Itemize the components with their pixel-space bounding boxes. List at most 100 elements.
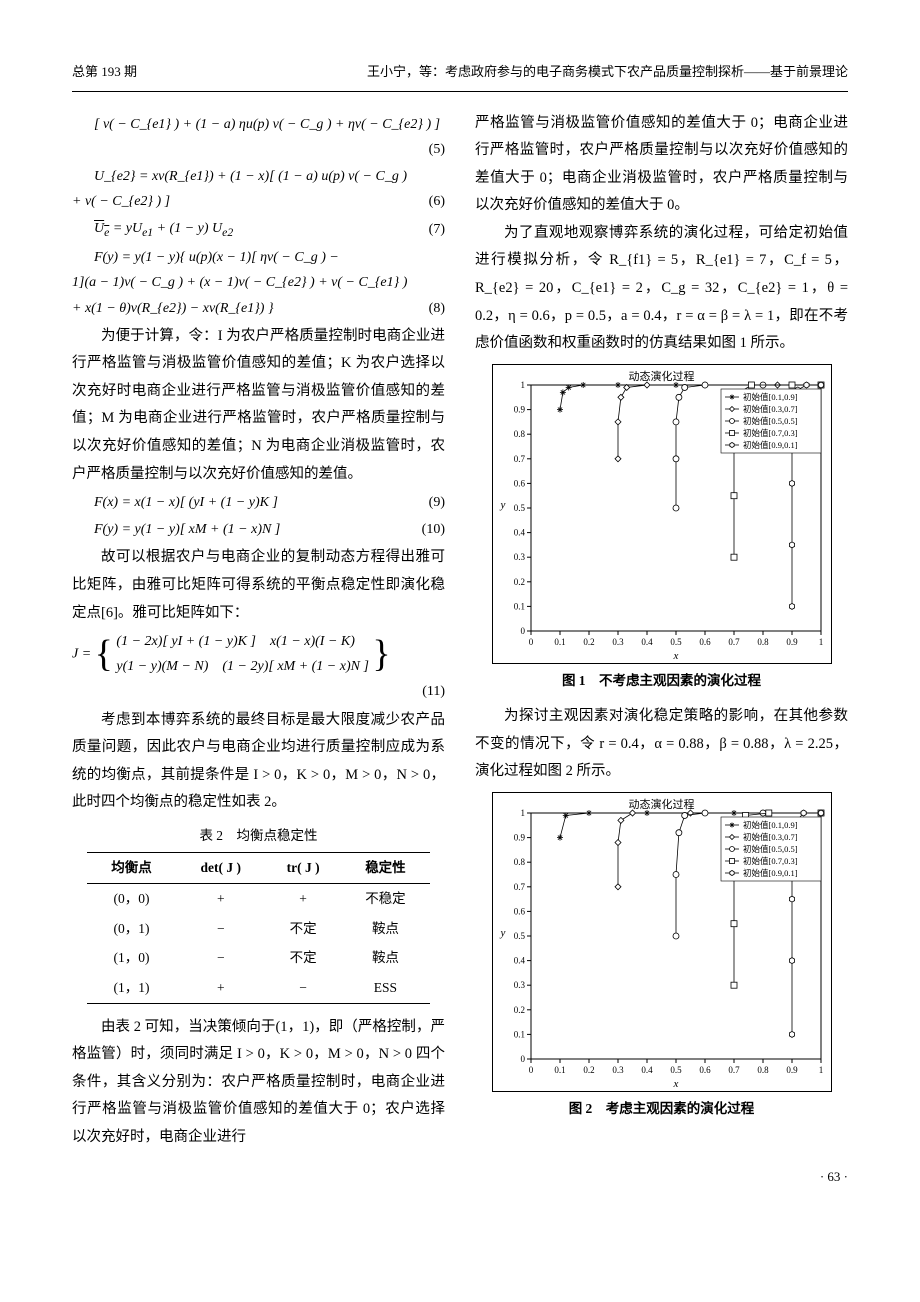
svg-text:1: 1 (818, 1065, 823, 1075)
svg-text:0: 0 (520, 626, 525, 636)
svg-text:0.9: 0.9 (513, 404, 525, 414)
svg-text:0.3: 0.3 (612, 1065, 624, 1075)
eq6-number: (6) (421, 189, 445, 214)
equation-5: [ v( − C_{e1} ) + (1 − a) ηu(p) v( − C_g… (72, 112, 445, 162)
eq8-line3: + x(1 − θ)v(R_{e2}) − xv(R_{e1}) } (72, 296, 274, 321)
eq7-body: Ue = yUe1 + (1 − y) Ue2 (94, 221, 233, 236)
svg-text:0.3: 0.3 (513, 552, 525, 562)
svg-text:0.5: 0.5 (670, 1065, 682, 1075)
fig2-title: 动态演化过程 (493, 795, 831, 816)
paragraph-5: 严格监管与消极监管价值感知的差值大于 0；电商企业进行严格监管时，农户严格质量控… (475, 110, 848, 220)
table-cell: ESS (341, 973, 430, 1003)
svg-text:0.2: 0.2 (583, 637, 594, 647)
svg-text:0.3: 0.3 (612, 637, 624, 647)
table-row: (1，0)−不定鞍点 (87, 943, 430, 973)
paragraph-1: 为便于计算，令：I 为农户严格质量控制时电商企业进行严格监管与消极监管价值感知的… (72, 323, 445, 488)
th-0: 均衡点 (87, 853, 176, 884)
table-cell: (0，1) (87, 914, 176, 944)
th-3: 稳定性 (341, 853, 430, 884)
eq10-body: F(y) = y(1 − y)[ xM + (1 − x)N ] (94, 522, 280, 537)
svg-text:0.7: 0.7 (728, 637, 740, 647)
equation-7: Ue = yUe1 + (1 − y) Ue2 (7) (72, 216, 445, 243)
table-cell: − (176, 943, 265, 973)
svg-text:0.2: 0.2 (583, 1065, 594, 1075)
eq8-line2: 1](a − 1)v( − C_g ) + (x − 1)v( − C_{e2}… (72, 270, 407, 295)
svg-text:初始值[0.1,0.9]: 初始值[0.1,0.9] (743, 820, 798, 830)
eq6-line1: U_{e2} = xv(R_{e1}) + (1 − x)[ (1 − a) u… (94, 169, 407, 184)
fig2-caption: 图 2 考虑主观因素的演化过程 (475, 1096, 848, 1122)
svg-text:0.7: 0.7 (513, 882, 525, 892)
svg-text:0: 0 (528, 637, 533, 647)
page-number: · 63 · (72, 1165, 848, 1190)
eq6-line2: + v( − C_{e2} ) ] (72, 189, 170, 214)
paragraph-4: 由表 2 可知，当决策倾向于(1，1)，即（严格控制，严格监管）时，须同时满足 … (72, 1014, 445, 1152)
eq7-number: (7) (421, 217, 445, 242)
fig2-svg: 00.10.20.30.40.50.60.70.80.9100.10.20.30… (493, 793, 833, 1093)
svg-text:0.9: 0.9 (786, 637, 798, 647)
svg-text:0.5: 0.5 (513, 503, 525, 513)
table-body: (0，0)++不稳定(0，1)−不定鞍点(1，0)−不定鞍点(1，1)+−ESS (87, 884, 430, 1004)
table-cell: 鞍点 (341, 943, 430, 973)
svg-text:y: y (499, 927, 505, 939)
svg-text:0.6: 0.6 (699, 637, 711, 647)
table-cell: (0，0) (87, 884, 176, 914)
svg-text:0.2: 0.2 (513, 1005, 524, 1015)
eq11-row2: y(1 − y)(M − N) (1 − 2y)[ xM + (1 − x)N … (116, 654, 369, 679)
table-cell: 不稳定 (341, 884, 430, 914)
eq5-body: [ v( − C_{e1} ) + (1 − a) ηu(p) v( − C_g… (94, 117, 440, 132)
svg-text:初始值[0.3,0.7]: 初始值[0.3,0.7] (743, 404, 798, 414)
table-header-row: 均衡点 det( J ) tr( J ) 稳定性 (87, 853, 430, 884)
equation-10: F(y) = y(1 − y)[ xM + (1 − x)N ] (10) (72, 517, 445, 542)
page-header: 总第 193 期 王小宁，等：考虑政府参与的电子商务模式下农产品质量控制探析——… (72, 60, 848, 92)
svg-text:0.9: 0.9 (513, 832, 525, 842)
svg-text:0.8: 0.8 (513, 857, 525, 867)
fig1-caption: 图 1 不考虑主观因素的演化过程 (475, 668, 848, 694)
table-row: (0，1)−不定鞍点 (87, 914, 430, 944)
svg-text:0.4: 0.4 (641, 1065, 653, 1075)
svg-text:0.7: 0.7 (513, 453, 525, 463)
eq10-number: (10) (414, 517, 445, 542)
table-cell: 不定 (265, 914, 340, 944)
svg-text:y: y (499, 499, 505, 511)
svg-text:1: 1 (818, 637, 823, 647)
left-column: [ v( − C_{e1} ) + (1 − a) ηu(p) v( − C_g… (72, 110, 445, 1152)
issue-number: 总第 193 期 (72, 60, 137, 85)
svg-text:0.4: 0.4 (513, 955, 525, 965)
eq5-number: (5) (421, 137, 445, 162)
svg-text:0.6: 0.6 (699, 1065, 711, 1075)
table-cell: (1，1) (87, 973, 176, 1003)
paragraph-7: 为探讨主观因素对演化稳定策略的影响，在其他参数不变的情况下，令 r = 0.4，… (475, 703, 848, 786)
svg-text:0.9: 0.9 (786, 1065, 798, 1075)
table-cell: − (176, 914, 265, 944)
table-cell: + (176, 973, 265, 1003)
svg-text:0.5: 0.5 (670, 637, 682, 647)
paragraph-6: 为了直观地观察博弈系统的演化过程，可给定初始值进行模拟分析，令 R_{f1} =… (475, 220, 848, 358)
equation-6: U_{e2} = xv(R_{e1}) + (1 − x)[ (1 − a) u… (72, 164, 445, 214)
eq11-prefix: J = (72, 647, 91, 662)
table-cell: (1，0) (87, 943, 176, 973)
figure-1: 动态演化过程 00.10.20.30.40.50.60.70.80.9100.1… (492, 364, 832, 664)
svg-text:初始值[0.9,0.1]: 初始值[0.9,0.1] (743, 440, 798, 450)
content-columns: [ v( − C_{e1} ) + (1 − a) ηu(p) v( − C_g… (72, 110, 848, 1152)
svg-text:初始值[0.7,0.3]: 初始值[0.7,0.3] (743, 856, 798, 866)
table-cell: + (176, 884, 265, 914)
table-cell: 不定 (265, 943, 340, 973)
eq9-number: (9) (421, 490, 445, 515)
table-row: (0，0)++不稳定 (87, 884, 430, 914)
right-column: 严格监管与消极监管价值感知的差值大于 0；电商企业进行严格监管时，农户严格质量控… (475, 110, 848, 1152)
table-row: (1，1)+−ESS (87, 973, 430, 1003)
svg-text:x: x (672, 1078, 678, 1090)
equation-8: F(y) = y(1 − y){ u(p)(x − 1)[ ηv( − C_g … (72, 245, 445, 321)
equation-9: F(x) = x(1 − x)[ (yI + (1 − y)K ] (9) (72, 490, 445, 515)
fig1-title: 动态演化过程 (493, 367, 831, 388)
eq9-body: F(x) = x(1 − x)[ (yI + (1 − y)K ] (94, 495, 278, 510)
table2-caption: 表 2 均衡点稳定性 (72, 823, 445, 849)
svg-text:0.6: 0.6 (513, 478, 525, 488)
svg-text:初始值[0.3,0.7]: 初始值[0.3,0.7] (743, 832, 798, 842)
th-1: det( J ) (176, 853, 265, 884)
table-2: 均衡点 det( J ) tr( J ) 稳定性 (0，0)++不稳定(0，1)… (87, 852, 430, 1003)
table-cell: − (265, 973, 340, 1003)
svg-text:0.1: 0.1 (513, 601, 524, 611)
eq11-row1: (1 − 2x)[ yI + (1 − y)K ] x(1 − x)(I − K… (116, 629, 369, 654)
paragraph-3: 考虑到本博弈系统的最终目标是最大限度减少农产品质量问题，因此农户与电商企业均进行… (72, 707, 445, 817)
